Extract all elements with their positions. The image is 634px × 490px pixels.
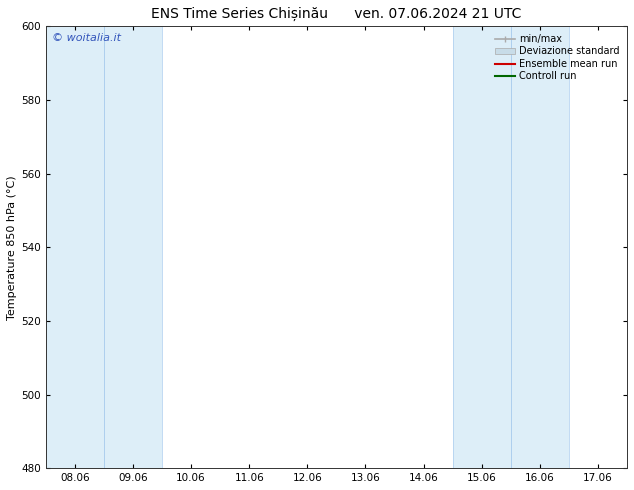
Y-axis label: Temperature 850 hPa (°C): Temperature 850 hPa (°C) (7, 175, 17, 319)
Bar (511, 26, 569, 468)
Bar (104, 26, 162, 468)
Legend: min/max, Deviazione standard, Ensemble mean run, Controll run: min/max, Deviazione standard, Ensemble m… (493, 31, 622, 84)
Text: © woitalia.it: © woitalia.it (51, 33, 120, 43)
Bar (46, 26, 104, 468)
Title: ENS Time Series Chișinău      ven. 07.06.2024 21 UTC: ENS Time Series Chișinău ven. 07.06.2024… (151, 7, 522, 21)
Bar (453, 26, 511, 468)
